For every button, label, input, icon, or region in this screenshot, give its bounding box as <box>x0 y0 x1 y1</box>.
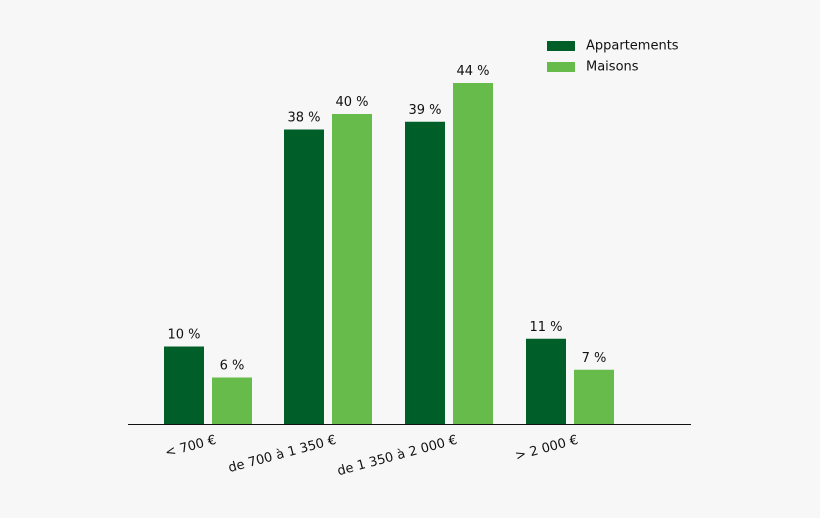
bar-maisons-3 <box>574 369 614 424</box>
value-label-appartements-3: 11 % <box>529 320 562 335</box>
bar-appartements-1 <box>284 129 324 424</box>
bar-maisons-1 <box>332 114 372 424</box>
bar-appartements-2 <box>405 121 445 424</box>
value-label-maisons-1: 40 % <box>335 95 368 110</box>
legend: Appartements Maisons <box>547 39 679 75</box>
bars-group <box>164 83 614 424</box>
legend-label-appartements: Appartements <box>586 39 679 54</box>
legend-swatch-appartements <box>547 41 575 51</box>
x-tick-labels-group: < 700 € de 700 à 1 350 €de 1 350 à 2 000 … <box>164 433 580 479</box>
value-label-appartements-2: 39 % <box>408 103 441 118</box>
value-label-maisons-2: 44 % <box>456 64 489 79</box>
bar-maisons-2 <box>453 83 493 424</box>
value-label-maisons-0: 6 % <box>220 359 245 374</box>
x-tick-label-3: > 2 000 € <box>514 433 580 464</box>
value-labels-group: 10 % 38 % 39 % 11 % 6 % 40 % 44 % 7 % <box>167 64 606 374</box>
legend-swatch-maisons <box>547 62 575 72</box>
value-label-appartements-0: 10 % <box>167 328 200 343</box>
bar-maisons-0 <box>212 377 252 424</box>
bar-appartements-3 <box>526 338 566 424</box>
legend-label-maisons: Maisons <box>586 60 639 75</box>
x-tick-label-0: < 700 € <box>164 433 218 461</box>
x-tick-label-1: de 700 à 1 350 € <box>227 433 338 476</box>
bar-appartements-0 <box>164 346 204 424</box>
value-label-maisons-3: 7 % <box>582 351 607 366</box>
value-label-appartements-1: 38 % <box>287 111 320 126</box>
x-tick-label-2: de 1 350 à 2 000 € <box>336 433 459 479</box>
